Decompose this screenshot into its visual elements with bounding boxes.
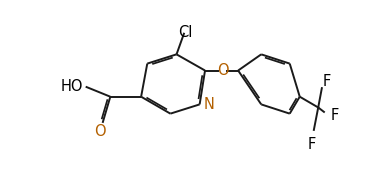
Text: N: N	[204, 97, 214, 112]
Text: O: O	[94, 124, 105, 139]
Text: F: F	[330, 108, 339, 123]
Text: O: O	[217, 63, 229, 78]
Text: F: F	[323, 74, 331, 89]
Text: HO: HO	[61, 79, 83, 94]
Text: Cl: Cl	[178, 25, 192, 40]
Text: F: F	[307, 137, 315, 152]
